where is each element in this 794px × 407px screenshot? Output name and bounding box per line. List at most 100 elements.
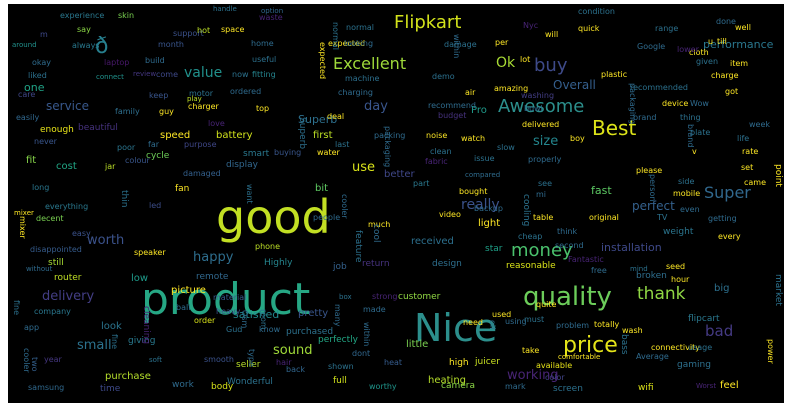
word-purpose: purpose — [184, 140, 217, 149]
word-totally: take — [522, 346, 540, 355]
word-performance: performance — [703, 38, 774, 51]
word-much: much — [368, 220, 391, 229]
word-shown: shown — [328, 362, 354, 371]
word-type: know — [259, 325, 281, 334]
word-worth: worth — [87, 233, 125, 248]
word-delivery: delivery — [42, 289, 95, 304]
word-speaker: speaker — [134, 248, 166, 257]
word-wifi: wifi — [638, 383, 654, 393]
word-play: play — [187, 95, 202, 103]
word-free: free — [591, 266, 607, 275]
word-cooler: cleaning — [141, 306, 151, 345]
word-two: two — [30, 357, 39, 372]
word-within-v: within — [452, 34, 461, 59]
word-hot: hot — [197, 26, 211, 35]
word-remote: remote — [196, 272, 229, 282]
word-mark: Worst — [696, 382, 717, 390]
word-noise: noise — [426, 131, 448, 140]
word-osm: waste — [259, 13, 283, 22]
word-comfortable: market — [773, 274, 783, 306]
word-product: product — [141, 274, 311, 325]
word-smooth: smooth — [204, 355, 234, 364]
word-ball: ball — [176, 303, 191, 312]
word-disappointed: disappointed — [30, 245, 82, 254]
word-usage: connectivity — [651, 343, 700, 352]
word-perfectly: perfectly — [318, 335, 358, 345]
word-cost: cost — [56, 161, 77, 172]
word-cool: cool — [371, 224, 381, 243]
word-day: day — [364, 99, 388, 114]
word-money: money — [511, 240, 573, 261]
word-build: build — [145, 56, 165, 65]
word-say: say — [77, 25, 91, 34]
word-range: range — [655, 24, 679, 33]
word-properly: properly — [528, 155, 562, 164]
word-mobile: mobile — [673, 189, 701, 198]
word-s: hair — [276, 358, 292, 367]
word-clean: clean — [430, 147, 452, 156]
word-well: well — [735, 23, 751, 32]
word-purchase: purchase — [105, 371, 151, 382]
word-fantastic: Fantastic — [568, 255, 604, 264]
word-issue: issue — [474, 154, 495, 163]
word-packing: packing — [374, 131, 406, 140]
word-reasonable: reasonable — [506, 261, 556, 271]
word-damage: damage — [444, 40, 477, 49]
word-fine: fine — [110, 334, 119, 350]
word-packaging: mixer — [18, 216, 27, 239]
word-mi: life — [737, 134, 750, 143]
word-job: job — [333, 262, 347, 272]
word-app: app — [24, 323, 40, 332]
word-quality: quality — [523, 282, 612, 312]
word-seller: seller — [236, 360, 261, 370]
word-fabric: fabric — [425, 157, 448, 166]
word-working: working — [507, 368, 559, 383]
word-heating: heating — [428, 375, 467, 386]
word-wash: problem — [556, 321, 590, 330]
word-power: Average — [636, 352, 669, 361]
word-mixer: soft — [149, 356, 163, 364]
word-washing: washing — [521, 91, 555, 100]
word-price: price — [563, 333, 618, 358]
word-side: side — [678, 177, 695, 186]
word-samsung: samsung — [28, 383, 65, 392]
word-ordered: ordered — [230, 87, 262, 96]
word-company: company — [34, 307, 71, 316]
word-big: big — [714, 283, 730, 294]
word-feature: feature — [353, 230, 363, 263]
word-room: Gud — [226, 325, 243, 334]
word-water: water — [317, 148, 340, 157]
word-around: around — [12, 41, 37, 49]
word-hair: brand — [633, 113, 657, 122]
word-given: given — [696, 57, 719, 66]
word-lower: brand — [686, 124, 695, 148]
word-recommended: recommended — [630, 83, 688, 92]
word-fast: fast — [591, 184, 612, 197]
word-feel: feel — [720, 380, 739, 391]
word-bad: bad — [705, 322, 734, 340]
word-compared: compared — [465, 171, 501, 179]
word-original: original — [589, 213, 619, 222]
word-juicer: juicer — [475, 357, 500, 367]
word-know: comfortable — [558, 353, 601, 361]
word-plastic: plastic — [601, 70, 628, 79]
word-superb: Superb — [298, 113, 338, 126]
word-quite: TV — [657, 213, 668, 222]
word-month: month — [158, 40, 184, 49]
word-machine: machine — [345, 74, 380, 83]
word-oil: must — [524, 315, 545, 324]
word-demo: demo — [432, 72, 455, 81]
word-space: space — [221, 25, 245, 34]
word-take: strong — [372, 292, 398, 301]
word-color: color — [545, 373, 565, 382]
word-see: see — [538, 179, 553, 188]
word-set: set — [741, 163, 754, 172]
word-rs: box — [339, 293, 352, 301]
word-connect: connect — [96, 73, 124, 81]
word-used: made — [363, 305, 386, 314]
word-option: option — [261, 7, 284, 15]
word-even: even — [680, 205, 700, 214]
word-heat: heat — [384, 358, 403, 367]
word-good: good — [216, 190, 331, 244]
word-liked: liked — [28, 71, 47, 80]
